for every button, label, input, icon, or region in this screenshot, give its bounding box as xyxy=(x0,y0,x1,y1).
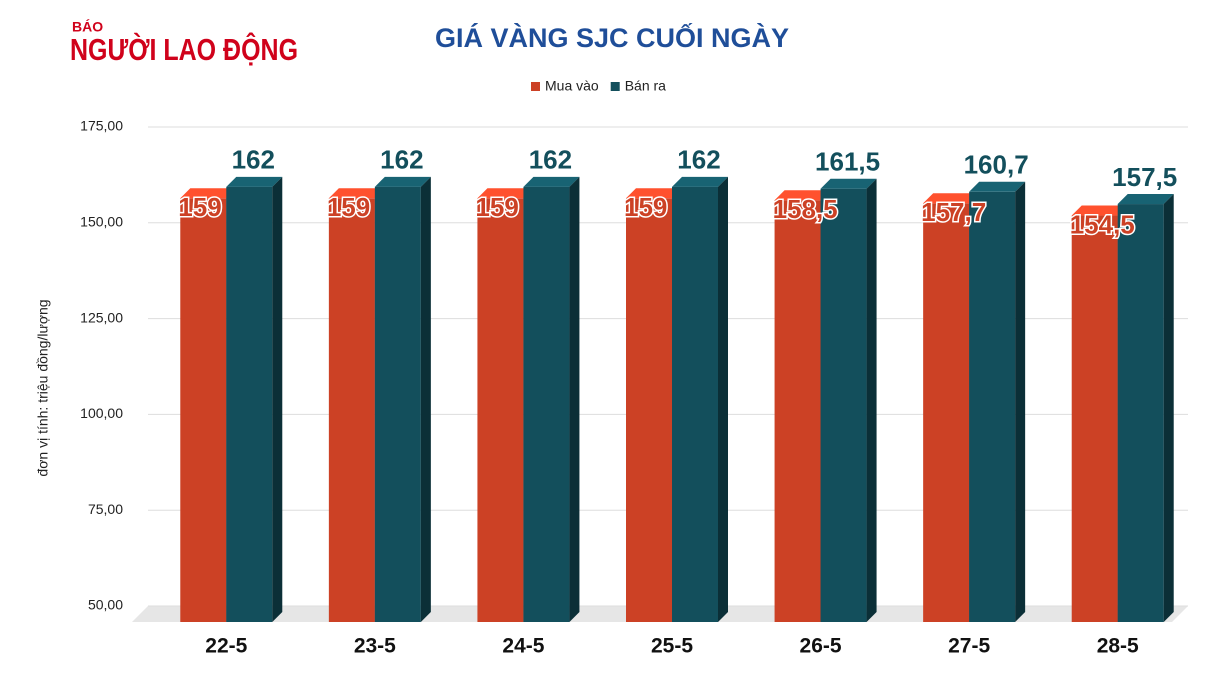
y-axis-label: đơn vị tính: triệu đồng/lượng xyxy=(35,299,51,476)
bar xyxy=(969,191,1016,622)
bar xyxy=(820,188,867,622)
x-tick-label: 27-5 xyxy=(948,635,990,658)
bar-top xyxy=(1071,205,1128,216)
x-tick-label: 24-5 xyxy=(502,635,544,658)
value-label: 159 xyxy=(624,192,667,222)
bar-top xyxy=(226,176,283,187)
y-tick-label: 75,00 xyxy=(88,501,123,517)
bar-top xyxy=(374,176,431,187)
x-tick-label: 22-5 xyxy=(205,635,247,658)
x-tick-label: 28-5 xyxy=(1097,635,1139,658)
value-label: 159 xyxy=(327,192,370,222)
value-label: 158,5 xyxy=(773,194,838,224)
bar-side xyxy=(569,176,580,623)
value-label: 160,7 xyxy=(964,150,1029,180)
bar xyxy=(672,186,718,623)
x-tick-label: 23-5 xyxy=(354,635,396,658)
bar-top xyxy=(626,188,682,199)
legend-label: Bán ra xyxy=(625,78,666,94)
bar xyxy=(180,198,227,622)
y-tick-label: 150,00 xyxy=(80,214,123,230)
bar-top xyxy=(774,190,831,201)
brand-small: BÁO xyxy=(72,19,103,35)
bar-top xyxy=(820,178,877,189)
bar xyxy=(923,203,970,623)
value-label: 157,5 xyxy=(1112,162,1177,192)
bar xyxy=(626,198,672,622)
legend-swatch xyxy=(610,82,620,91)
bar-side xyxy=(1163,194,1174,622)
bar-top xyxy=(1117,194,1174,205)
bar xyxy=(328,198,375,622)
bar-top xyxy=(477,188,534,199)
bar xyxy=(226,186,273,623)
legend-swatch xyxy=(531,82,540,91)
bar-top xyxy=(328,188,385,199)
bar-side xyxy=(272,176,283,623)
value-label: 162 xyxy=(232,145,275,175)
bar xyxy=(1071,215,1118,622)
bar-side xyxy=(866,178,877,622)
bar xyxy=(774,200,821,622)
bar-top xyxy=(969,181,1026,192)
value-label: 157,7 xyxy=(921,197,986,227)
value-label: 159 xyxy=(475,192,518,222)
bar-top xyxy=(923,193,980,204)
bar xyxy=(374,186,421,623)
y-tick-label: 175,00 xyxy=(80,118,123,134)
x-tick-label: 26-5 xyxy=(800,635,842,658)
bar-top xyxy=(523,176,580,187)
y-tick-label: 50,00 xyxy=(88,597,123,613)
bar-side xyxy=(1015,181,1026,622)
value-label: 154,5 xyxy=(1070,209,1135,239)
chart-title: GIÁ VÀNG SJC CUỐI NGÀY xyxy=(435,21,789,53)
y-tick-label: 100,00 xyxy=(80,405,123,421)
bar xyxy=(1117,204,1164,622)
bar xyxy=(523,186,570,623)
bar-side xyxy=(718,176,728,623)
bar-top xyxy=(672,176,728,187)
legend-label: Mua vào xyxy=(545,78,599,94)
bar xyxy=(477,198,524,622)
value-label: 161,5 xyxy=(815,147,880,177)
value-label: 162 xyxy=(380,145,423,175)
value-label: 159 xyxy=(178,192,221,222)
brand-name: NGƯỜI LAO ĐỘNG xyxy=(70,31,298,67)
bar-top xyxy=(180,188,237,199)
x-tick-label: 25-5 xyxy=(651,635,693,658)
y-tick-label: 125,00 xyxy=(80,309,123,325)
value-label: 162 xyxy=(529,145,572,175)
bar-side xyxy=(420,176,431,623)
value-label: 162 xyxy=(677,145,720,175)
